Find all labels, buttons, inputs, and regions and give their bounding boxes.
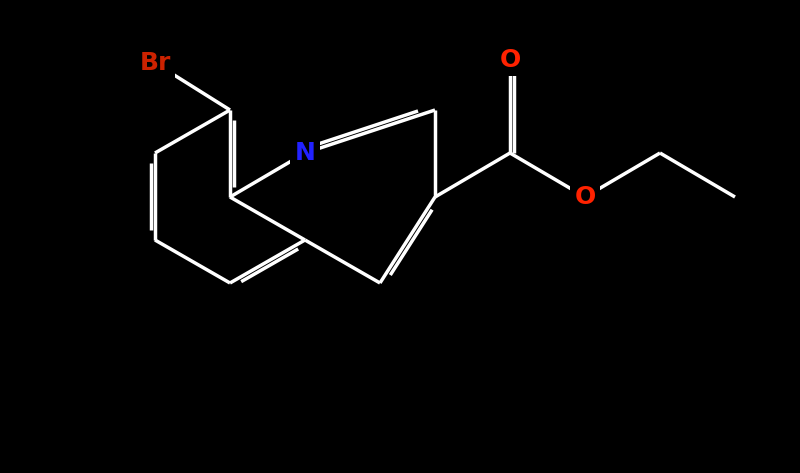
- Text: O: O: [574, 185, 596, 209]
- Text: N: N: [294, 141, 315, 165]
- Text: Br: Br: [139, 51, 170, 75]
- Text: O: O: [499, 48, 521, 72]
